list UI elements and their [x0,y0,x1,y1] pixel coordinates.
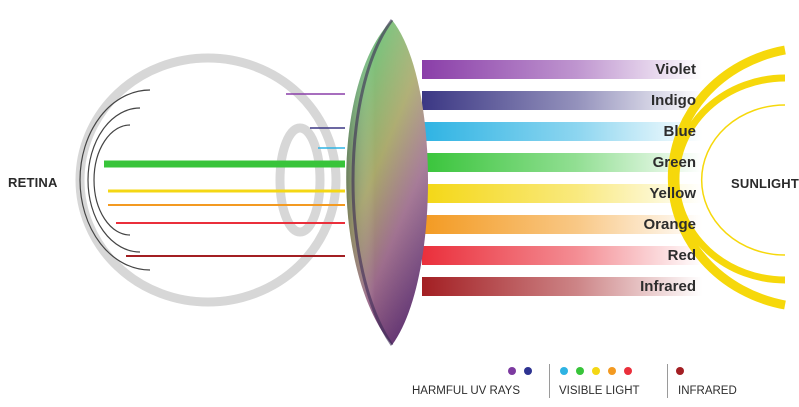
band-label-indigo: Indigo [651,92,696,109]
legend: HARMFUL UV RAYS VISIBLE LIGHT INFRARED [412,364,752,400]
legend-uv-label: HARMFUL UV RAYS [412,385,520,397]
band-label-violet: Violet [655,61,696,78]
sun-arc-inner [701,104,786,256]
legend-visible-dot [560,367,568,375]
sun-icon [667,45,786,310]
sun-arc-outer [667,45,786,310]
eye-lens-outline [275,123,325,237]
retina-curve [79,89,151,271]
legend-visible-dot [624,367,632,375]
lens-shade [346,20,428,345]
retina-label: RETINA [8,175,58,190]
retina-curve [87,107,141,253]
eye-icon [75,53,341,307]
color-bands [422,60,702,296]
lens-edge [351,19,394,346]
legend-separator [667,364,668,398]
legend-separator [549,364,550,398]
band-label-green: Green [652,154,696,171]
band-label-infrared: Infrared [640,278,696,295]
sun-arc-middle [672,74,786,284]
legend-visible-dot [576,367,584,375]
band-label-blue: Blue [663,123,696,140]
band-orange [422,215,702,234]
band-blue [422,122,702,141]
band-label-yellow: Yellow [649,185,696,202]
retina-curve [93,124,131,236]
legend-uv-dot [524,367,532,375]
band-label-orange: Orange [643,216,696,233]
band-green [422,153,702,172]
legend-uv-dot [508,367,516,375]
lens-icon [346,19,428,346]
legend-visible-dot [608,367,616,375]
band-infrared [422,277,702,296]
legend-infrared-dot [676,367,684,375]
inner-rays [104,93,345,257]
band-label-red: Red [667,247,696,264]
band-violet [422,60,702,79]
legend-visible-label: VISIBLE LIGHT [559,385,640,397]
band-indigo [422,91,702,110]
band-yellow [422,184,702,203]
band-red [422,246,702,265]
sunlight-label: SUNLIGHT [731,176,799,191]
legend-infrared-label: INFRARED [678,385,737,397]
legend-visible-dot [592,367,600,375]
